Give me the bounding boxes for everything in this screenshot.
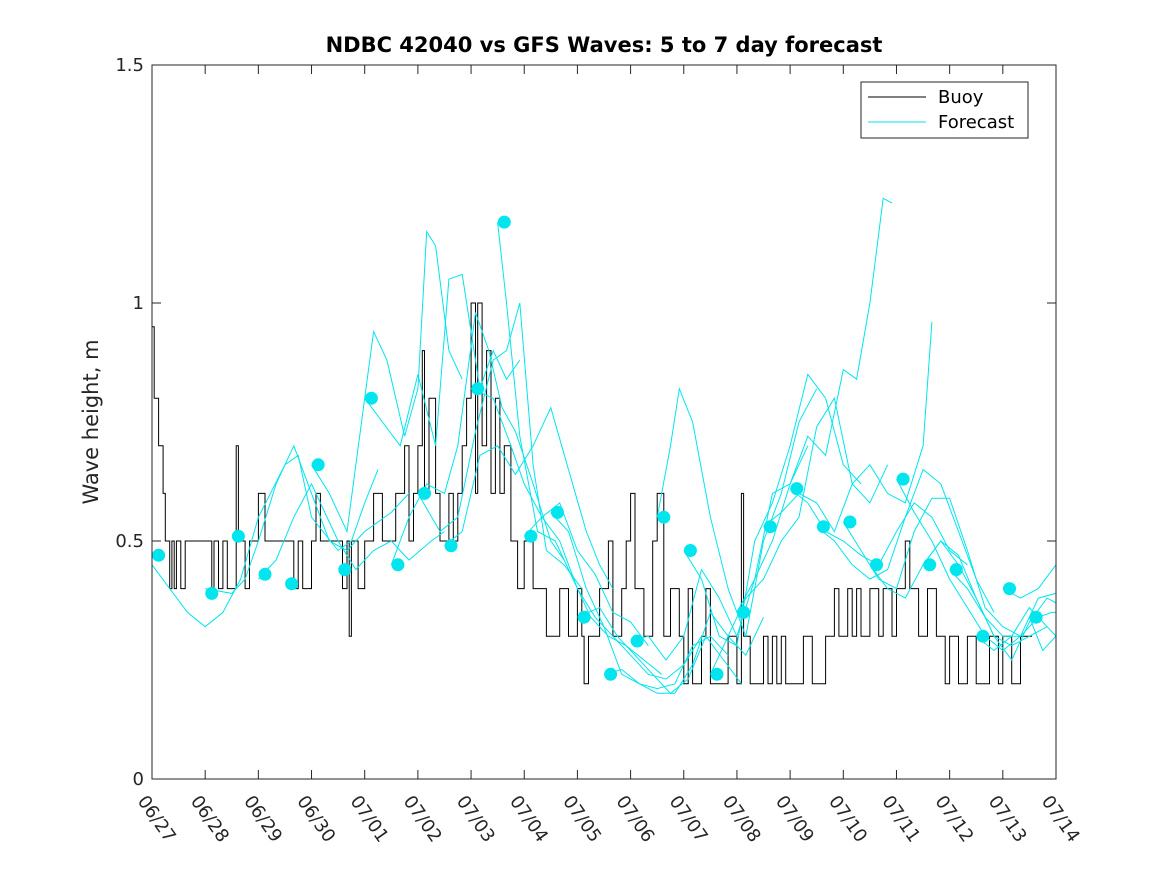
forecast-line [151, 454, 379, 628]
forecast-marker [205, 586, 219, 600]
forecast-marker [604, 667, 618, 681]
forecast-line [630, 445, 809, 661]
forecast-start-markers [152, 215, 1043, 681]
forecast-line [816, 468, 995, 613]
forecast-marker [471, 382, 485, 396]
legend-box [860, 81, 1029, 139]
forecast-line [470, 388, 649, 646]
forecast-marker [152, 548, 166, 562]
forecast-marker [630, 634, 644, 648]
buoy-line [152, 302, 1033, 685]
forecast-marker [231, 529, 245, 543]
forecast-marker [1029, 610, 1043, 624]
forecast-marker [524, 529, 538, 543]
forecast-marker [258, 567, 272, 581]
forecast-marker [896, 472, 910, 486]
chart-title: NDBC 42040 vs GFS Waves: 5 to 7 day fore… [326, 33, 883, 57]
y-axis-label: Wave height, m [79, 339, 103, 504]
y-tick-label: 1.5 [115, 55, 144, 76]
legend: Buoy Forecast [860, 81, 1029, 139]
forecast-marker [923, 558, 937, 572]
forecast-line [736, 197, 893, 613]
legend-forecast-label: Forecast [938, 112, 1014, 133]
forecast-line [311, 229, 463, 534]
forecast-marker [710, 667, 724, 681]
forecast-line [364, 273, 521, 447]
forecast-marker [816, 520, 830, 534]
legend-buoy-label: Buoy [938, 87, 984, 108]
forecast-line [763, 321, 933, 533]
forecast-marker [683, 544, 697, 557]
forecast-marker [497, 215, 511, 229]
forecast-line [975, 606, 1057, 652]
forecast-marker [870, 558, 883, 572]
forecast-marker [418, 486, 431, 500]
y-tick-label: 0.5 [115, 531, 144, 552]
forecast-line [523, 516, 702, 680]
forecast-marker [763, 520, 777, 534]
forecast-line [577, 606, 742, 694]
forecast-line [205, 444, 410, 594]
forecast-line [1028, 617, 1057, 652]
forecast-marker [737, 605, 751, 619]
forecast-line [922, 540, 1057, 661]
forecast-marker [391, 558, 405, 572]
forecast-marker [311, 458, 325, 472]
y-axis-ticks: 0 0.5 1 1.5 [115, 55, 1056, 790]
forecast-marker [949, 563, 963, 577]
forecast-marker [790, 482, 804, 496]
forecast-marker [657, 510, 671, 524]
forecast-marker [285, 577, 299, 591]
forecast-marker [577, 610, 591, 624]
forecast-marker [1003, 582, 1016, 596]
forecast-marker [551, 505, 564, 519]
forecast-marker [338, 563, 352, 577]
plot-frame [151, 64, 1057, 780]
plot-area [152, 65, 1056, 779]
forecast-marker [364, 391, 378, 405]
forecast-line [417, 302, 583, 589]
forecast-line [444, 406, 614, 589]
buoy-series [152, 302, 1033, 685]
forecast-line [656, 386, 818, 639]
forecast-line [683, 373, 862, 647]
forecast-marker [976, 629, 990, 643]
forecast-line [497, 222, 662, 675]
forecast-line [258, 482, 445, 580]
forecast-line [896, 478, 1057, 652]
forecast-marker [843, 515, 857, 529]
y-tick-label: 0 [133, 769, 144, 790]
forecast-marker [444, 539, 458, 553]
y-tick-label: 1 [133, 293, 144, 314]
